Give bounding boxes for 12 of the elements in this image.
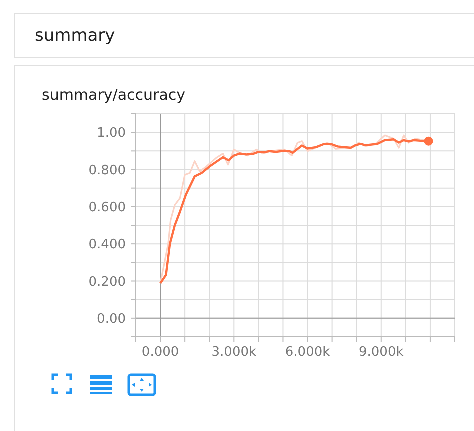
x-tick-label: 3.000k [212,345,257,360]
chart-subtitle: summary/accuracy [42,86,186,104]
y-tick-label: 0.00 [97,312,126,327]
x-tick-label: 6.000k [285,345,331,360]
x-tick-label: 9.000k [359,345,404,360]
y-tick-label: 0.400 [88,238,126,253]
y-tick-label: 1.00 [97,126,126,142]
y-tick-label: 0.800 [88,163,126,178]
x-tick-label: 0.000 [142,345,180,360]
y-tick-label: 0.600 [88,200,126,216]
y-tick-label: 0.200 [88,274,126,290]
chart-title: summary [35,26,116,46]
